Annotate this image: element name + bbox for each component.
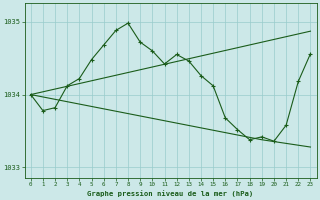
X-axis label: Graphe pression niveau de la mer (hPa): Graphe pression niveau de la mer (hPa) [87,190,254,197]
